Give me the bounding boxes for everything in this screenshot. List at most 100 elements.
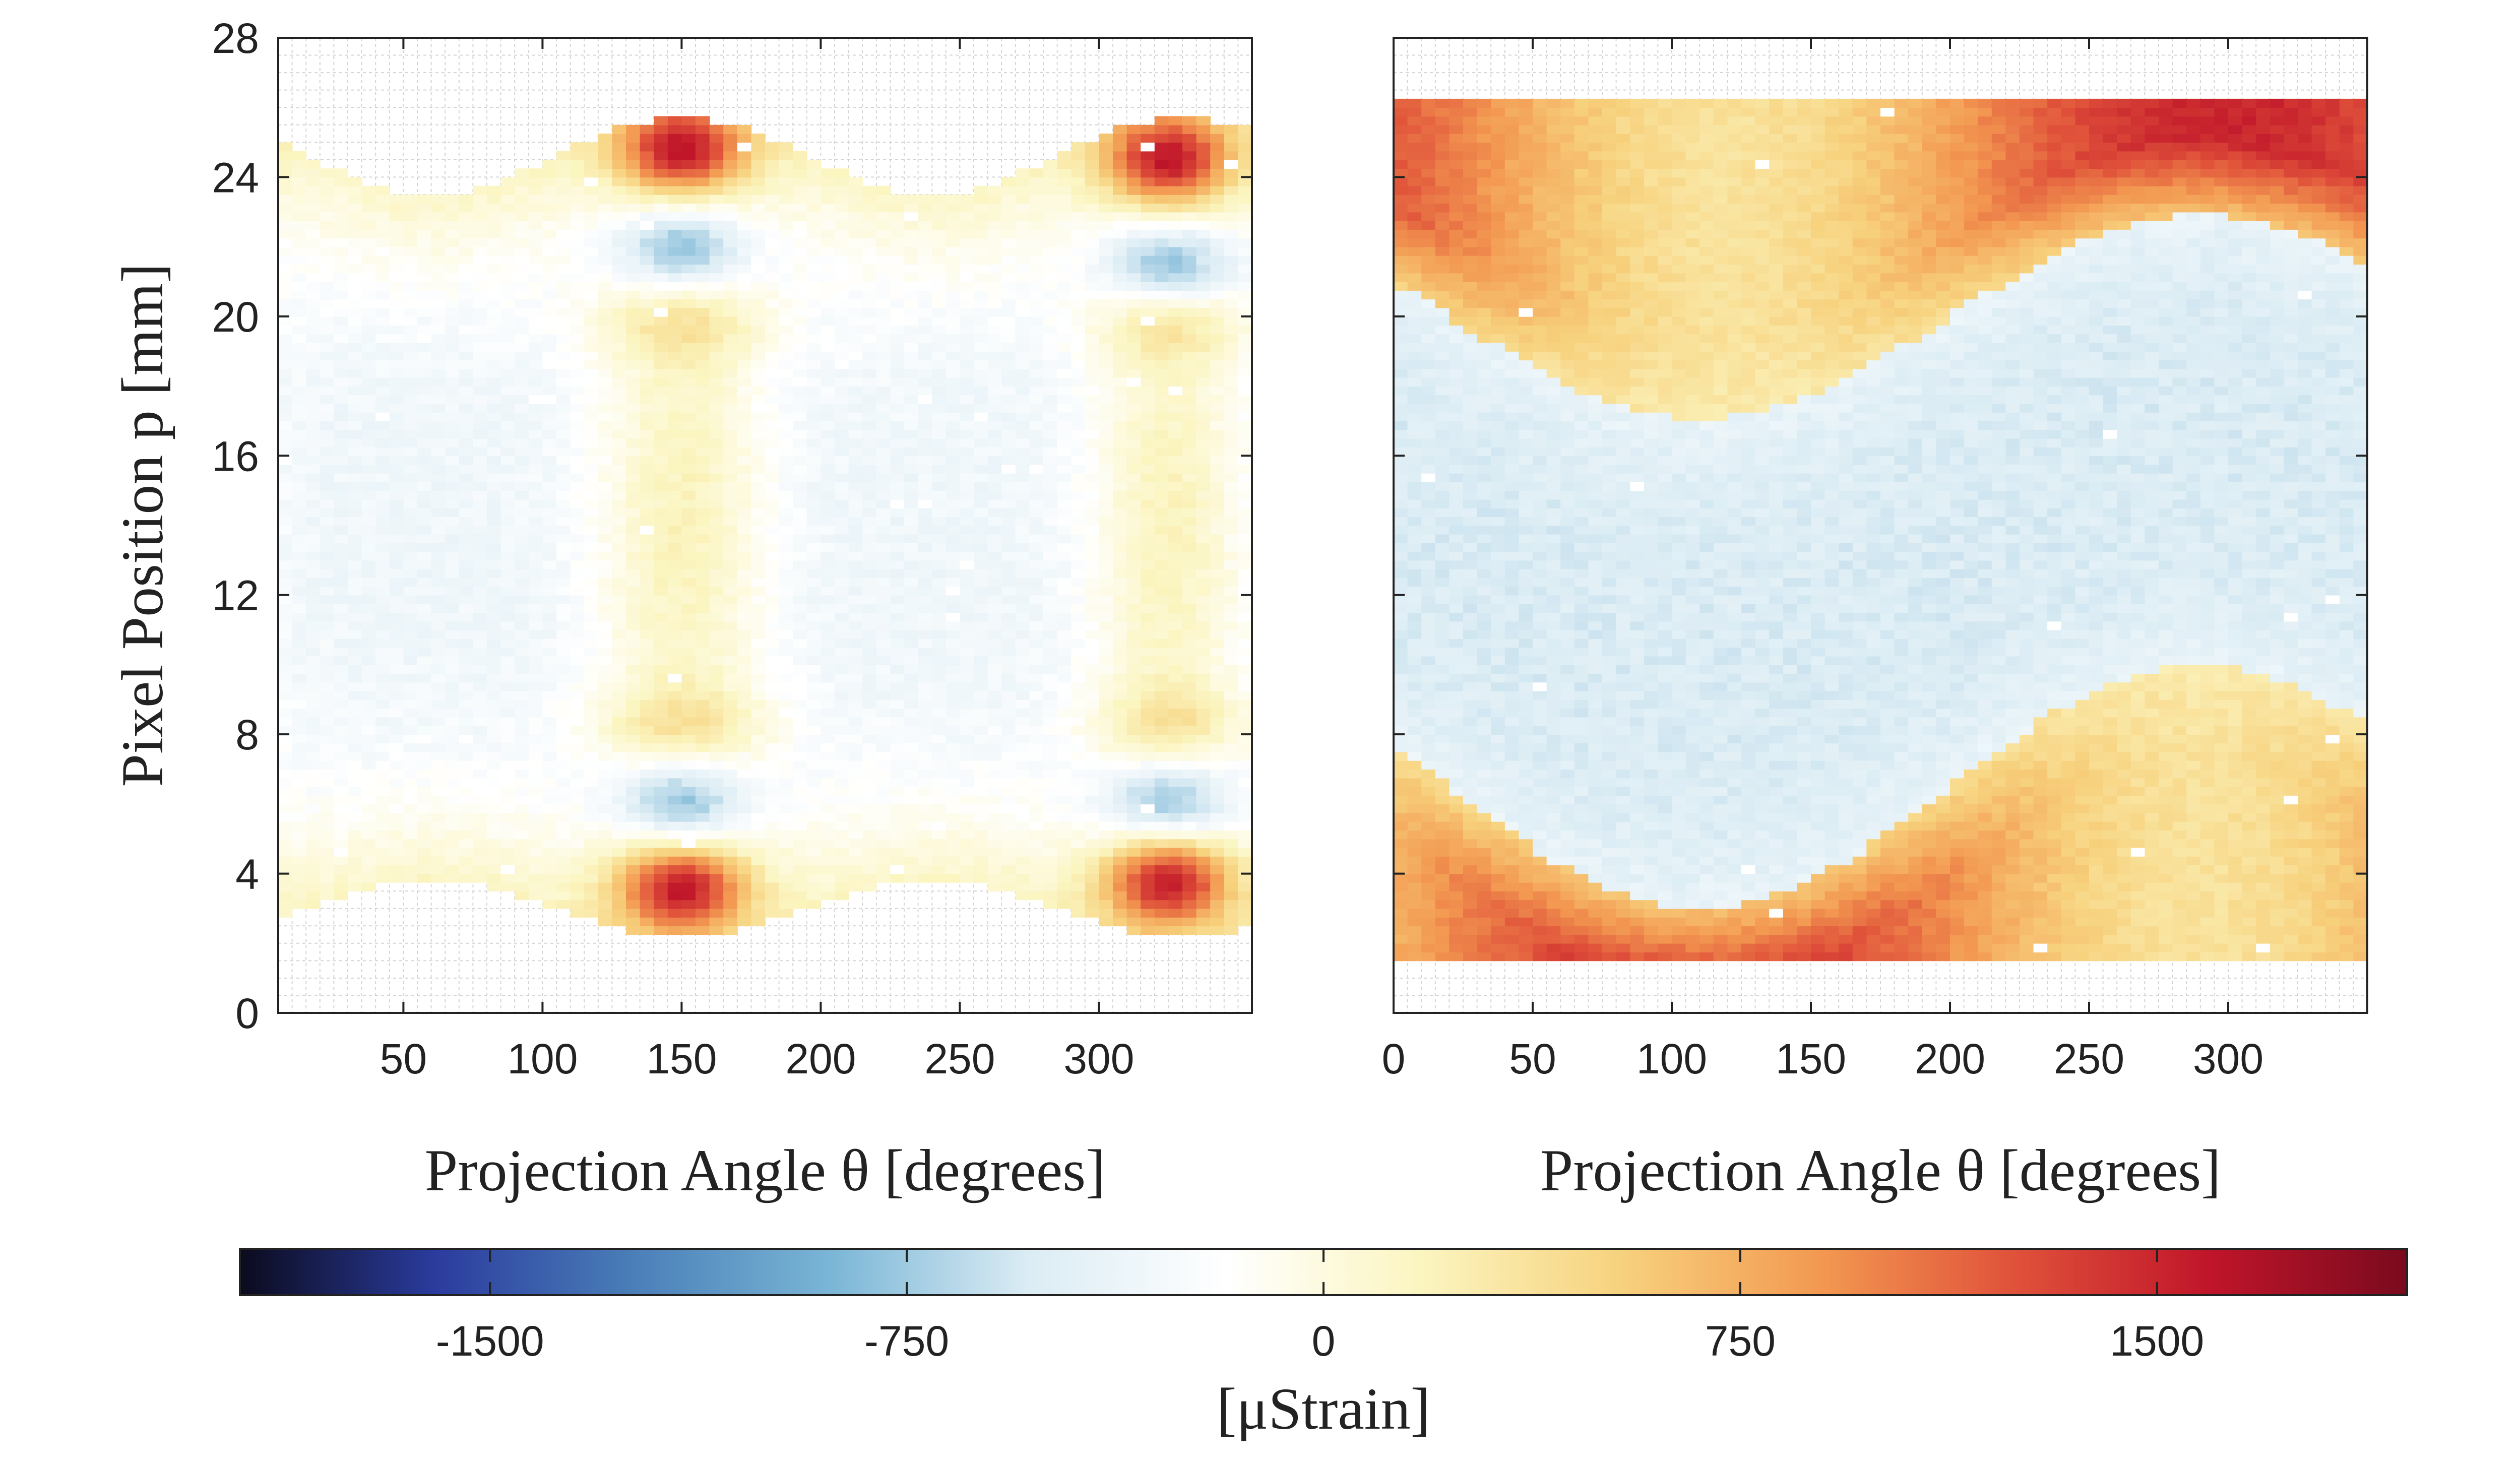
- left-heatmap-cell: [723, 682, 738, 691]
- left-heatmap-cell: [640, 699, 654, 709]
- left-heatmap-cell: [723, 847, 738, 857]
- left-heatmap-cell: [946, 325, 961, 335]
- left-heatmap-cell: [528, 656, 543, 665]
- left-heatmap-cell: [306, 203, 321, 213]
- left-heatmap-cell: [1057, 865, 1072, 874]
- left-heatmap-cell: [946, 482, 961, 491]
- left-heatmap-cell: [612, 403, 626, 413]
- left-heatmap-cell: [528, 447, 543, 457]
- left-heatmap-cell: [417, 229, 432, 239]
- left-heatmap-cell: [459, 612, 474, 622]
- left-heatmap-cell: [946, 290, 961, 300]
- left-heatmap-cell: [918, 220, 932, 230]
- left-heatmap-cell: [946, 612, 961, 622]
- left-heatmap-cell: [320, 429, 335, 439]
- left-heatmap-cell: [960, 464, 974, 474]
- left-heatmap-cell: [598, 595, 613, 604]
- left-heatmap-cell: [487, 517, 501, 526]
- left-heatmap-cell: [946, 490, 961, 500]
- left-heatmap-cell: [445, 342, 460, 352]
- left-heatmap-cell: [737, 604, 752, 613]
- left-heatmap-cell: [876, 273, 891, 282]
- left-heatmap-cell: [806, 717, 822, 726]
- left-heatmap-cell: [946, 307, 961, 317]
- left-heatmap-cell: [876, 769, 891, 779]
- left-heatmap-cell: [667, 525, 682, 535]
- left-heatmap-cell: [403, 403, 418, 413]
- left-heatmap-cell: [890, 534, 905, 543]
- left-heatmap-cell: [709, 629, 724, 639]
- left-heatmap-cell: [445, 568, 460, 578]
- left-heatmap-cell: [723, 708, 738, 718]
- left-heatmap-cell: [515, 743, 529, 752]
- left-heatmap-cell: [431, 578, 446, 587]
- left-heatmap-cell: [835, 839, 849, 848]
- left-heatmap-cell: [654, 447, 668, 457]
- left-heatmap-cell: [278, 586, 293, 596]
- left-heatmap-cell: [751, 560, 766, 569]
- left-heatmap-cell: [570, 246, 585, 256]
- left-heatmap-cell: [445, 586, 460, 596]
- left-heatmap-cell: [417, 586, 432, 596]
- left-heatmap-cell: [667, 664, 682, 674]
- left-heatmap-cell: [779, 821, 793, 830]
- left-heatmap-cell: [626, 682, 641, 691]
- left-heatmap-cell: [960, 281, 974, 291]
- left-heatmap-cell: [459, 708, 474, 718]
- left-heatmap-cell: [598, 177, 613, 186]
- left-heatmap-cell: [1043, 795, 1058, 805]
- left-heatmap-cell: [751, 804, 766, 813]
- left-heatmap-cell: [542, 220, 557, 230]
- left-heatmap-cell: [876, 551, 891, 561]
- left-heatmap-cell: [389, 725, 404, 735]
- left-heatmap-cell: [1015, 525, 1030, 535]
- left-heatmap-cell: [974, 865, 988, 874]
- left-heatmap-cell: [1029, 769, 1044, 779]
- left-heatmap-cell: [1043, 578, 1058, 587]
- left-heatmap-cell: [389, 264, 404, 274]
- left-heatmap-cell: [932, 220, 947, 230]
- left-heatmap-cell: [835, 360, 849, 369]
- left-heatmap-cell: [1029, 212, 1044, 221]
- left-heatmap-cell: [348, 473, 362, 482]
- left-heatmap-cell: [723, 568, 738, 578]
- left-heatmap-cell: [361, 795, 376, 805]
- left-heatmap-cell: [626, 473, 641, 482]
- left-heatmap-cell: [320, 629, 335, 639]
- left-heatmap-cell: [1043, 839, 1058, 848]
- left-heatmap-cell: [640, 900, 654, 909]
- left-heatmap-cell: [1043, 490, 1058, 500]
- left-heatmap-cell: [681, 473, 696, 482]
- left-heatmap-cell: [556, 386, 571, 396]
- left-heatmap-cell: [626, 195, 641, 204]
- left-heatmap-cell: [278, 856, 293, 866]
- left-heatmap-cell: [445, 246, 460, 256]
- left-heatmap-cell: [987, 203, 1002, 213]
- left-heatmap-cell: [584, 203, 599, 213]
- left-heatmap-cell: [375, 560, 390, 569]
- left-heatmap-cell: [445, 865, 460, 874]
- left-heatmap-cell: [793, 490, 807, 500]
- left-heatmap-cell: [515, 507, 529, 517]
- left-heatmap-cell: [960, 351, 974, 361]
- left-heatmap-cell: [528, 690, 543, 700]
- left-heatmap-cell: [348, 734, 362, 744]
- left-heatmap-cell: [654, 586, 668, 596]
- left-heatmap-cell: [806, 673, 822, 683]
- left-heatmap-cell: [278, 351, 293, 361]
- left-heatmap-cell: [723, 412, 738, 421]
- left-heatmap-cell: [528, 673, 543, 683]
- left-heatmap-cell: [779, 804, 793, 813]
- left-heatmap-cell: [292, 403, 306, 413]
- left-heatmap-cell: [1015, 473, 1030, 482]
- left-heatmap-cell: [904, 821, 919, 830]
- left-heatmap-cell: [974, 316, 988, 326]
- left-heatmap-cell: [459, 325, 474, 335]
- left-heatmap-cell: [612, 882, 626, 891]
- left-heatmap-cell: [612, 185, 626, 195]
- left-heatmap-cell: [473, 760, 487, 770]
- left-heatmap-cell: [640, 464, 654, 474]
- left-heatmap-cell: [821, 403, 835, 413]
- left-heatmap-cell: [751, 507, 766, 517]
- left-heatmap-cell: [598, 525, 613, 535]
